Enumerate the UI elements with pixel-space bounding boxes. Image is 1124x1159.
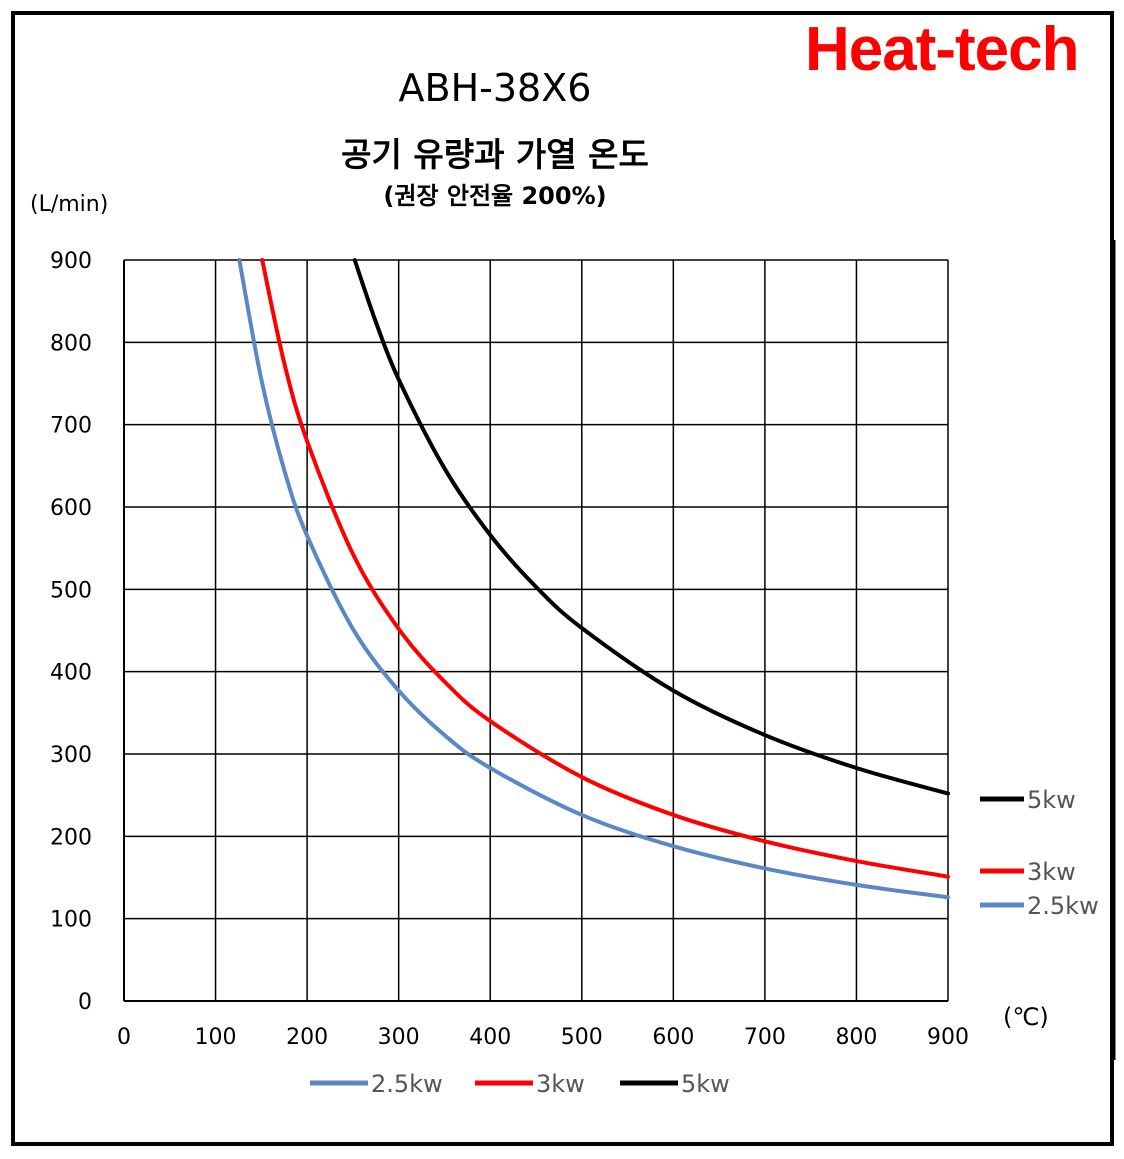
plot-area bbox=[124, 260, 948, 1001]
y-tick-label: 100 bbox=[50, 908, 92, 933]
series-line-3kw bbox=[260, 258, 950, 879]
x-tick-label: 400 bbox=[469, 1025, 511, 1050]
y-axis-label: (L/min) bbox=[30, 192, 109, 217]
y-tick-label: 200 bbox=[50, 825, 92, 850]
x-tick-label: 100 bbox=[195, 1025, 237, 1050]
legend-label: 2.5kw bbox=[371, 1070, 443, 1098]
y-tick-label: 900 bbox=[50, 249, 92, 274]
end-label-text: 2.5kw bbox=[1027, 892, 1099, 920]
legend-label: 3kw bbox=[536, 1070, 585, 1098]
x-tick-label: 700 bbox=[744, 1025, 786, 1050]
y-tick-label: 600 bbox=[50, 496, 92, 521]
legend-label: 5kw bbox=[681, 1070, 730, 1098]
brand-logo: Heat-tech bbox=[805, 15, 1080, 84]
y-tick-label: 500 bbox=[50, 578, 92, 603]
end-label-text: 3kw bbox=[1027, 858, 1076, 886]
y-tick-label: 400 bbox=[50, 661, 92, 686]
x-tick-label: 300 bbox=[378, 1025, 420, 1050]
x-axis-label: (℃) bbox=[1003, 1003, 1049, 1031]
x-tick-label: 600 bbox=[652, 1025, 694, 1050]
series-line-5kw bbox=[352, 258, 950, 796]
x-tick-label: 900 bbox=[927, 1025, 969, 1050]
x-tick-label: 500 bbox=[561, 1025, 603, 1050]
y-tick-label: 0 bbox=[78, 990, 92, 1015]
chart-subtitle: 공기 유량과 가열 온도 bbox=[341, 135, 649, 174]
x-tick-label: 800 bbox=[835, 1025, 877, 1050]
end-label-text: 5kw bbox=[1027, 786, 1076, 814]
series-line-2-5kw bbox=[237, 258, 950, 900]
y-tick-label: 800 bbox=[50, 331, 92, 356]
y-tick-label: 300 bbox=[50, 743, 92, 768]
x-tick-label: 0 bbox=[117, 1025, 131, 1050]
y-tick-label: 700 bbox=[50, 414, 92, 439]
chart-subtitle-note: (권장 안전율 200%) bbox=[383, 182, 607, 210]
x-tick-label: 200 bbox=[286, 1025, 328, 1050]
chart-title: ABH-38X6 bbox=[398, 66, 592, 110]
